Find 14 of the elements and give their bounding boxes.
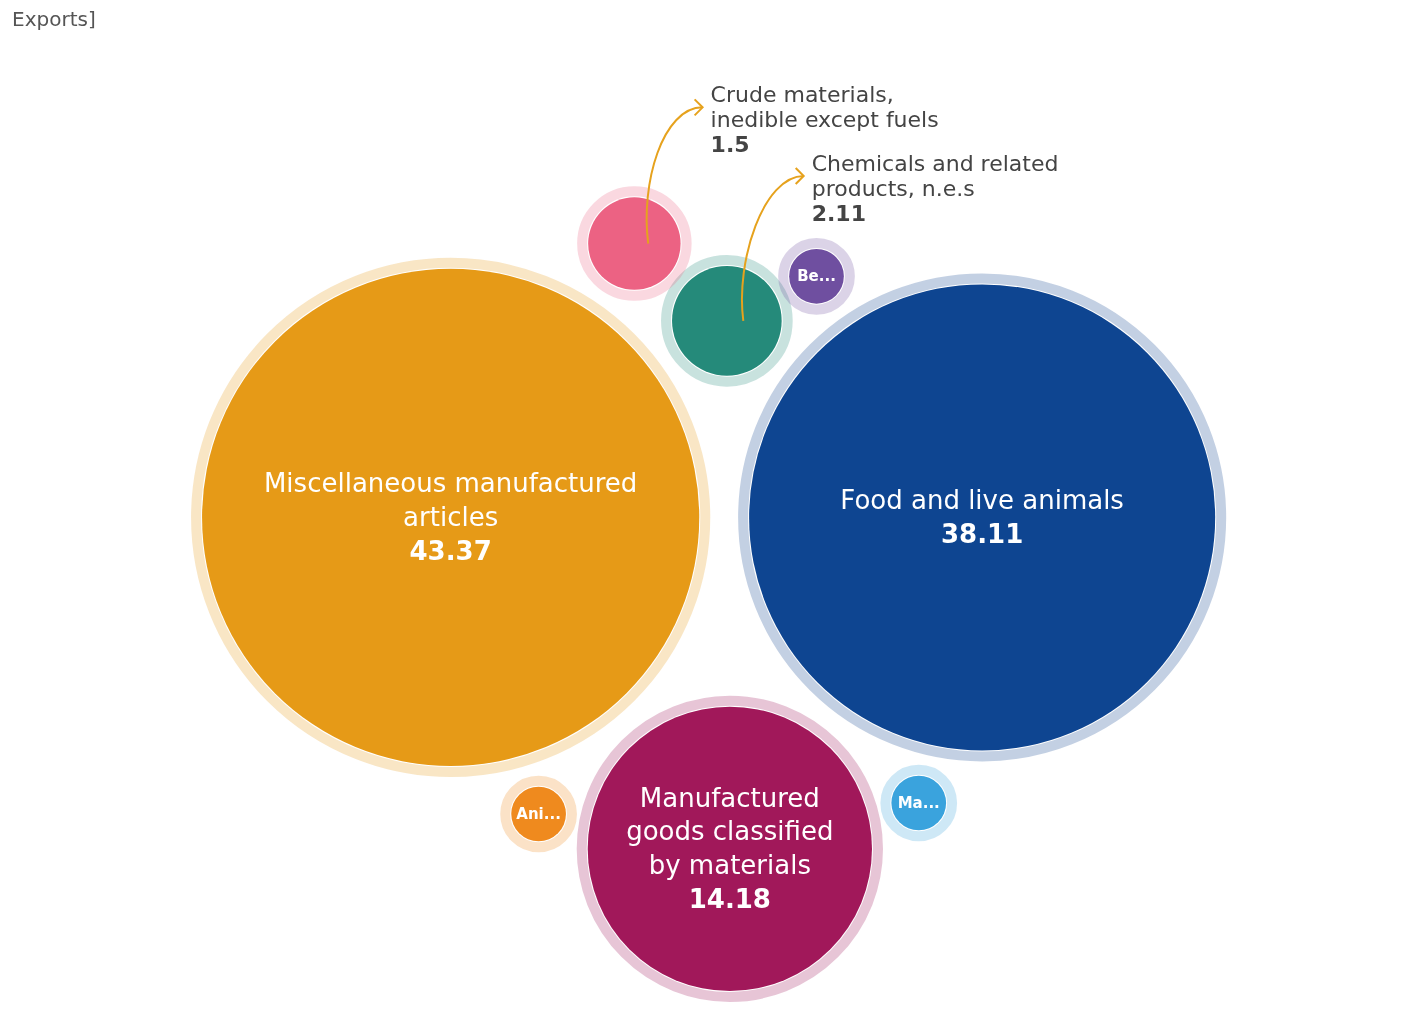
data-label: 14.18 — [688, 883, 771, 914]
data-label: 38.11 — [941, 518, 1024, 549]
category-label: Miscellaneous manufactured articles — [263, 468, 638, 532]
category-label: Crude materials, inedible except fuels — [710, 82, 939, 133]
data-label: 43.37 — [409, 535, 492, 566]
category-label: Ani... — [516, 804, 561, 823]
text: Exports] — [12, 7, 96, 31]
category-label: Be... — [797, 267, 836, 286]
category-label: Food and live animals — [840, 484, 1124, 515]
data-label: 2.11 — [811, 200, 866, 226]
data-label: 1.5 — [710, 132, 750, 158]
category-label: Ma... — [897, 793, 940, 812]
category-label: Manufactured goods classified by materials — [626, 782, 834, 881]
category-label: Chemicals and related products, n.e.s — [811, 150, 1059, 201]
